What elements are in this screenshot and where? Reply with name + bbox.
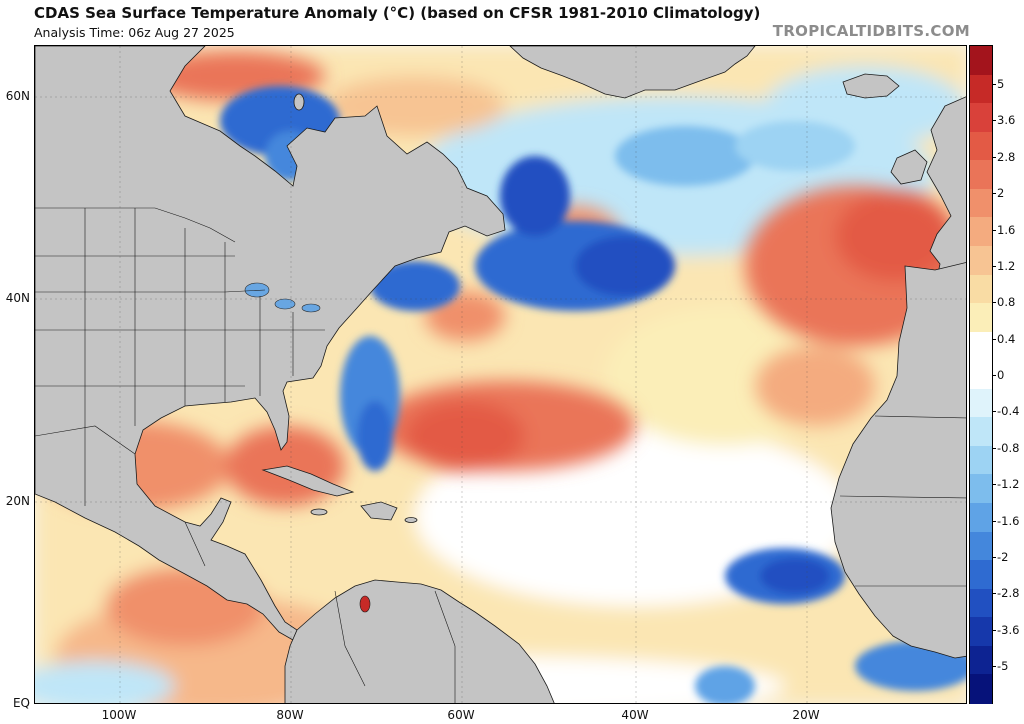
africa xyxy=(830,262,966,659)
iceland xyxy=(842,73,900,99)
colorbar-segment xyxy=(970,674,992,704)
colorbar-segment xyxy=(970,160,992,190)
colorbar-label: -5 xyxy=(997,659,1009,673)
analysis-time: Analysis Time: 06z Aug 27 2025 xyxy=(34,25,235,40)
lat-label-20n: 20N xyxy=(5,494,30,508)
colorbar-label: -1.6 xyxy=(997,513,1020,528)
colorbar-segment xyxy=(970,474,992,504)
map-title: CDAS Sea Surface Temperature Anomaly (°C… xyxy=(34,4,761,22)
cuba xyxy=(261,465,355,497)
site-credit: TROPICALTIDBITS.COM xyxy=(772,22,970,40)
lat-label-40n: 40N xyxy=(5,291,30,305)
colorbar-segment xyxy=(970,360,992,390)
colorbar-segment xyxy=(970,503,992,533)
colorbar-segment xyxy=(970,46,992,76)
greenland xyxy=(509,46,756,99)
colorbar-label: -3.6 xyxy=(997,622,1020,637)
hispaniola xyxy=(360,501,398,521)
colorbar-label: 0.4 xyxy=(997,331,1016,346)
colorbar-segment xyxy=(970,245,992,276)
colorbar-label: -2 xyxy=(997,549,1009,564)
colorbar-segment xyxy=(970,560,992,590)
colorbar-label: 2.8 xyxy=(997,149,1016,164)
colorbar-tick xyxy=(992,375,996,376)
colorbar-tick xyxy=(992,156,996,158)
colorbar xyxy=(969,45,993,704)
maracaibo-warm-spot xyxy=(359,595,371,613)
colorbar-label: 1.2 xyxy=(997,258,1016,273)
colorbar-tick xyxy=(992,666,996,667)
colorbar-label: 5 xyxy=(997,77,1005,91)
colorbar-segment xyxy=(970,74,992,104)
colorbar-segment xyxy=(970,617,992,647)
colorbar-tick xyxy=(992,484,996,486)
colorbar-label: -0.4 xyxy=(997,404,1020,419)
colorbar-label: -2.8 xyxy=(997,586,1020,601)
colorbar-tick xyxy=(992,593,996,595)
colorbar-tick xyxy=(992,193,996,195)
lon-label-40w: 40W xyxy=(621,708,649,722)
colorbar-segment xyxy=(970,188,992,218)
colorbar-tick xyxy=(992,229,996,231)
south-america xyxy=(284,579,555,703)
colorbar-label: -0.8 xyxy=(997,440,1020,455)
colorbar-segment xyxy=(970,303,992,333)
map-canvas xyxy=(35,46,966,703)
colorbar-label: 1.6 xyxy=(997,222,1016,237)
colorbar-segment xyxy=(970,388,992,418)
colorbar-tick xyxy=(992,84,996,85)
lat-label-eq: EQ xyxy=(12,696,30,710)
lon-label-60w: 60W xyxy=(447,708,475,722)
colorbar-segment xyxy=(970,331,992,361)
political-borders xyxy=(35,207,966,703)
colorbar-tick xyxy=(992,120,996,122)
colorbar-label: -1.2 xyxy=(997,477,1020,492)
colorbar-tick xyxy=(992,265,996,267)
colorbar-segment xyxy=(970,417,992,447)
colorbar-label: 2 xyxy=(997,186,1005,201)
colorbar-segment xyxy=(970,217,992,247)
colorbar-segment xyxy=(970,103,992,133)
lat-label-60n: 60N xyxy=(5,89,30,103)
graticule xyxy=(35,46,966,703)
colorbar-segment xyxy=(970,274,992,304)
ireland xyxy=(890,149,928,185)
colorbar-segment xyxy=(970,588,992,618)
anomaly-map xyxy=(34,45,967,704)
colorbar-label: 3.6 xyxy=(997,113,1016,128)
colorbar-label: 0.8 xyxy=(997,295,1016,310)
colorbar-segment xyxy=(970,445,992,476)
lon-label-20w: 20W xyxy=(792,708,820,722)
colorbar-tick xyxy=(992,520,996,522)
land xyxy=(35,46,966,703)
colorbar-tick xyxy=(992,411,996,413)
colorbar-label: 0 xyxy=(997,368,1005,382)
colorbar-tick xyxy=(992,302,996,304)
great-lakes xyxy=(244,282,321,313)
lon-label-100w: 100W xyxy=(101,708,137,722)
colorbar-tick xyxy=(992,338,996,340)
colorbar-tick xyxy=(992,629,996,631)
colorbar-tick xyxy=(992,556,996,558)
colorbar-tick xyxy=(992,447,996,449)
colorbar-segment xyxy=(970,131,992,161)
colorbar-segment xyxy=(970,645,992,676)
lon-label-80w: 80W xyxy=(276,708,304,722)
colorbar-segment xyxy=(970,531,992,561)
